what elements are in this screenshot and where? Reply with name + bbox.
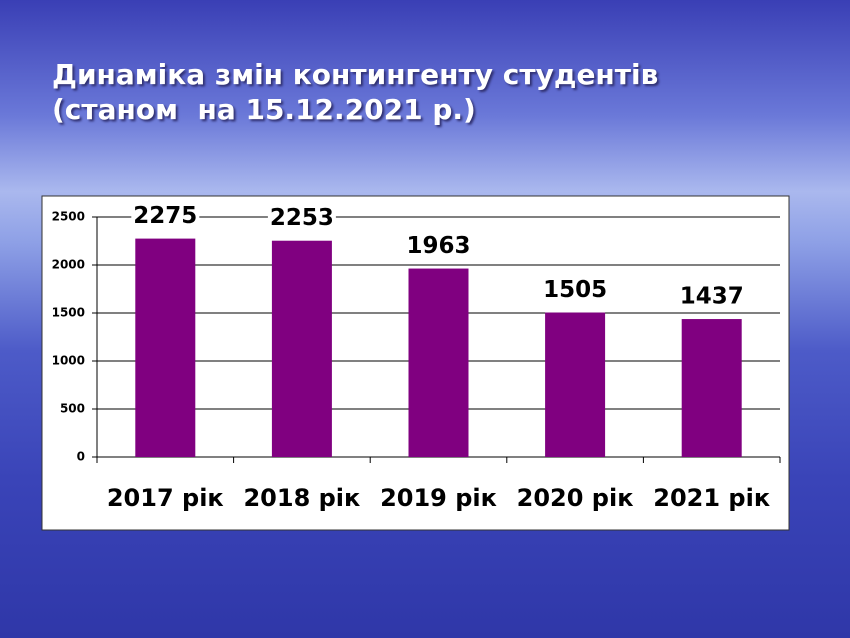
value-label-bg [267, 202, 336, 233]
x-tick-label: 2020 рік [517, 484, 634, 512]
y-tick-label: 1500 [52, 306, 85, 320]
x-tick-label: 2018 рік [243, 484, 360, 512]
bar [135, 238, 196, 457]
y-tick-label: 2500 [52, 210, 85, 224]
value-label-bg [541, 274, 610, 305]
value-label: 2253 [270, 205, 334, 231]
value-label-bg [131, 200, 200, 231]
x-tick-label: 2021 рік [653, 484, 770, 512]
value-label: 2275 [133, 203, 197, 229]
x-tick-label: 2019 рік [380, 484, 497, 512]
bar [271, 240, 332, 457]
value-label: 1963 [406, 233, 470, 259]
chart-subtitle: (станом на 15.12.2021 р.) [52, 93, 476, 126]
y-tick-label: 1000 [52, 354, 85, 368]
bar [408, 268, 469, 457]
value-label-bg [404, 230, 473, 261]
y-tick-label: 500 [60, 402, 85, 416]
value-label: 1437 [680, 284, 744, 310]
bar [545, 312, 606, 457]
chart-title: Динаміка змін контингенту студентів [52, 58, 659, 91]
y-tick-label: 0 [77, 450, 85, 464]
value-label-bg [677, 281, 746, 312]
value-label: 1505 [543, 277, 607, 303]
y-tick-label: 2000 [52, 258, 85, 272]
x-tick-label: 2017 рік [107, 484, 224, 512]
bar [681, 319, 742, 457]
